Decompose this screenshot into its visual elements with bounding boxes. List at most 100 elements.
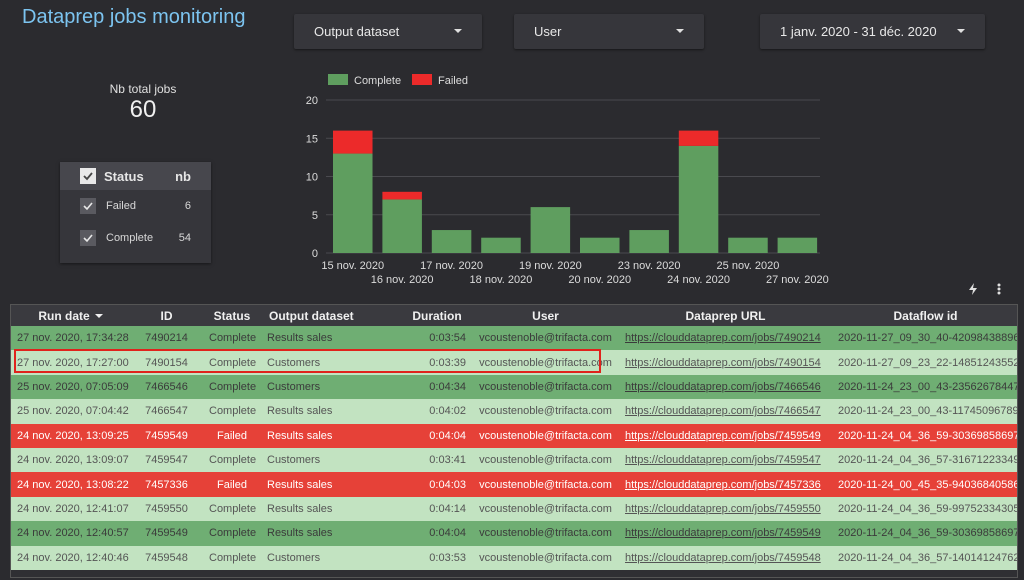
column-header-status[interactable]: Status (203, 305, 261, 326)
output-dataset-dropdown[interactable]: Output dataset (294, 14, 482, 49)
cell-id: 7490154 (130, 350, 203, 375)
cell-status: Complete (203, 326, 261, 351)
status-filter-count: 6 (184, 200, 191, 212)
cell-id: 7459549 (130, 423, 203, 448)
x-tick-label: 17 nov. 2020 (420, 260, 483, 272)
bar-complete (382, 199, 422, 253)
more-vert-icon[interactable] (994, 282, 1004, 299)
cell-dataprep-url[interactable]: https://clouddataprep.com/jobs/7490154 (619, 350, 832, 375)
bar-complete (629, 230, 669, 253)
column-header-output-dataset[interactable]: Output dataset (261, 305, 402, 326)
table-row[interactable]: 24 nov. 2020, 13:08:22 7457336 Failed Resul… (11, 472, 1017, 497)
x-tick-label: 19 nov. 2020 (519, 260, 582, 272)
cell-output-dataset: Results sales (261, 472, 402, 497)
cell-dataprep-url[interactable]: https://clouddataprep.com/jobs/7459547 (619, 447, 832, 473)
legend-swatch (328, 74, 348, 85)
cell-id: 7459547 (130, 447, 203, 473)
x-tick-label: 23 nov. 2020 (618, 260, 681, 272)
cell-dataprep-url[interactable]: https://clouddataprep.com/jobs/7466546 (619, 374, 832, 400)
legend-swatch (412, 74, 432, 85)
status-filter-header[interactable]: Status nb (60, 162, 211, 190)
cell-user: vcoustenoble@trifacta.com (472, 496, 619, 522)
cell-id: 7459549 (130, 521, 203, 546)
y-tick-label: 20 (306, 95, 318, 107)
cell-id: 7459550 (130, 496, 203, 522)
cell-dataflow-id: 2020-11-24_04_36_57-14014124762447 (832, 545, 1017, 570)
caret-down-icon (454, 29, 462, 33)
complete-checkbox[interactable] (80, 230, 96, 246)
table-row[interactable]: 27 nov. 2020, 17:34:28 7490214 Complete Res… (11, 326, 1017, 351)
cell-status: Complete (203, 496, 261, 522)
bar-complete (580, 237, 620, 253)
cell-dataprep-url[interactable]: https://clouddataprep.com/jobs/7459550 (619, 496, 832, 522)
cell-output-dataset: Customers (261, 374, 402, 400)
column-header-run-date[interactable]: Run date (11, 305, 130, 326)
cell-id: 7466546 (130, 374, 203, 400)
cell-duration: 0:03:41 (402, 447, 472, 473)
bar-complete (777, 237, 818, 253)
cell-dataprep-url[interactable]: https://clouddataprep.com/jobs/7459548 (619, 545, 832, 570)
jobs-bar-chart: Complete Failed 0 5 10 15 20 15 nov. 2020 16 nov… (306, 74, 829, 286)
table-row[interactable]: 24 nov. 2020, 13:09:07 7459547 Complete Cus… (11, 447, 1017, 473)
cell-status: Complete (203, 374, 261, 400)
cell-dataflow-id: 2020-11-27_09_30_40-42098438896855 (832, 326, 1017, 351)
cell-dataprep-url[interactable]: https://clouddataprep.com/jobs/7459549 (619, 423, 832, 448)
cell-dataprep-url[interactable]: https://clouddataprep.com/jobs/7466547 (619, 399, 832, 424)
column-header-duration[interactable]: Duration (402, 305, 472, 326)
user-dropdown[interactable]: User (514, 14, 704, 49)
bolt-icon[interactable] (966, 282, 980, 299)
x-tick-label: 27 nov. 2020 (766, 274, 829, 286)
nb-header-label: nb (175, 168, 191, 184)
table-row[interactable]: 24 nov. 2020, 12:40:46 7459548 Complete Cus… (11, 545, 1017, 570)
cell-run-date: 24 nov. 2020, 13:09:25 (11, 423, 130, 448)
cell-run-date: 24 nov. 2020, 12:40:57 (11, 521, 130, 546)
cell-id: 7457336 (130, 472, 203, 497)
cell-duration: 0:04:02 (402, 399, 472, 424)
cell-dataprep-url[interactable]: https://clouddataprep.com/jobs/7457336 (619, 472, 832, 497)
cell-run-date: 27 nov. 2020, 17:27:00 (11, 350, 130, 375)
select-all-checkbox[interactable] (80, 168, 96, 184)
cell-dataflow-id: 2020-11-24_04_36_59-99752334305663 (832, 496, 1017, 522)
cell-duration: 0:03:39 (402, 350, 472, 375)
column-header-id[interactable]: ID (130, 305, 203, 326)
kpi-value: 60 (129, 96, 157, 123)
cell-dataprep-url[interactable]: https://clouddataprep.com/jobs/7459549 (619, 521, 832, 546)
failed-checkbox[interactable] (80, 198, 96, 214)
cell-user: vcoustenoble@trifacta.com (472, 545, 619, 570)
bar-complete (431, 230, 472, 253)
status-header-label: Status (104, 168, 144, 184)
x-tick-label: 15 nov. 2020 (321, 260, 384, 272)
date-range-label: 1 janv. 2020 - 31 déc. 2020 (780, 24, 937, 39)
table-header-row: Run date ID Status Output dataset Durati… (11, 305, 1017, 326)
cell-id: 7490214 (130, 326, 203, 351)
output-dataset-label: Output dataset (314, 24, 400, 39)
table-row[interactable]: 25 nov. 2020, 07:05:09 7466546 Complete Cus… (11, 374, 1017, 400)
cell-id: 7466547 (130, 399, 203, 424)
column-header-user[interactable]: User (472, 305, 619, 326)
cell-status: Complete (203, 447, 261, 473)
cell-output-dataset: Results sales (261, 399, 402, 424)
cell-dataprep-url[interactable]: https://clouddataprep.com/jobs/7490214 (619, 326, 832, 351)
x-tick-label: 20 nov. 2020 (568, 274, 631, 286)
cell-dataflow-id: 2020-11-24_04_36_57-31671223349328 (832, 447, 1017, 473)
cell-output-dataset: Customers (261, 447, 402, 473)
table-row[interactable]: 24 nov. 2020, 12:41:07 7459550 Complete Res… (11, 496, 1017, 522)
table-row[interactable]: 25 nov. 2020, 07:04:42 7466547 Complete Res… (11, 399, 1017, 424)
cell-dataflow-id: 2020-11-24_00_45_35-94036840586148 (832, 472, 1017, 497)
kpi-label: Nb total jobs (109, 82, 177, 96)
status-filter-row-failed[interactable]: Failed 6 (60, 190, 211, 222)
table-row[interactable]: 24 nov. 2020, 13:09:25 7459549 Failed Resul… (11, 423, 1017, 448)
cell-dataflow-id: 2020-11-24_23_00_43-11745096789183 (832, 399, 1017, 424)
cell-user: vcoustenoble@trifacta.com (472, 399, 619, 424)
date-range-dropdown[interactable]: 1 janv. 2020 - 31 déc. 2020 (760, 14, 985, 49)
column-header-dataflow-id[interactable]: Dataflow id (832, 305, 1017, 326)
status-filter-row-complete[interactable]: Complete 54 (60, 222, 211, 254)
column-header-dataprep-url[interactable]: Dataprep URL (619, 305, 832, 326)
check-icon (83, 234, 93, 243)
cell-run-date: 24 nov. 2020, 12:40:46 (11, 545, 130, 570)
cell-user: vcoustenoble@trifacta.com (472, 374, 619, 400)
y-tick-label: 5 (312, 210, 318, 222)
table-row[interactable]: 27 nov. 2020, 17:27:00 7490154 Complete Cus… (11, 350, 1017, 375)
cell-user: vcoustenoble@trifacta.com (472, 521, 619, 546)
table-row[interactable]: 24 nov. 2020, 12:40:57 7459549 Complete Res… (11, 521, 1017, 546)
